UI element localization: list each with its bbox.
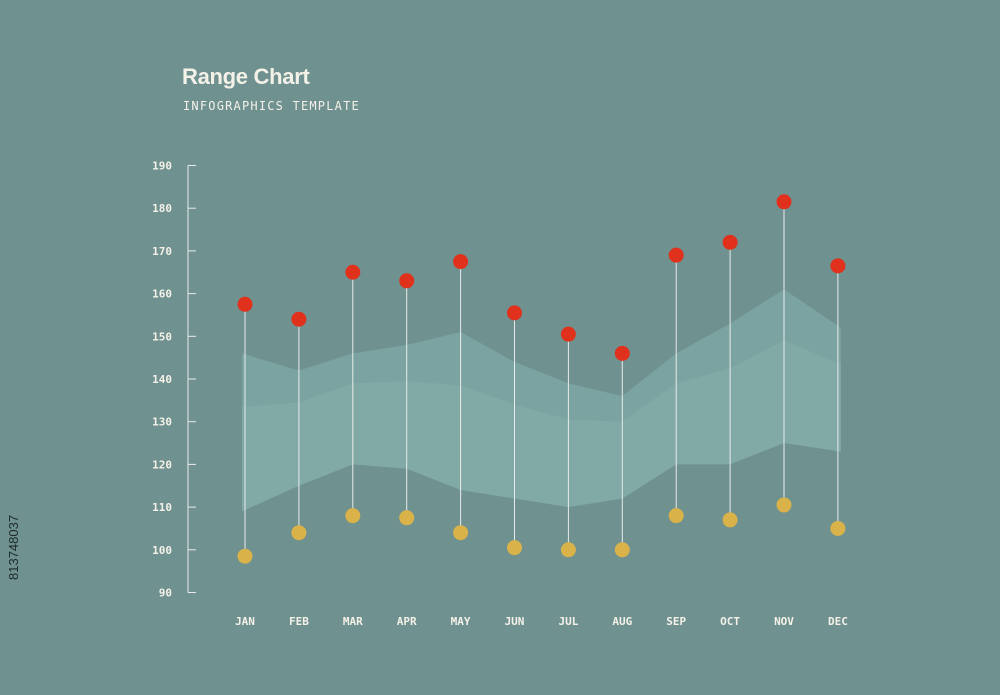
high-marker [830,258,846,274]
y-axis: 90 100 110 120 130 140 150 160 170 180 190 [152,160,196,600]
y-tick-label: 110 [152,501,172,514]
x-category-label: DEC [828,615,848,628]
chart-subtitle: INFOGRAPHICS TEMPLATE [183,99,360,113]
low-marker [614,542,630,558]
range-markers [237,194,846,564]
low-marker [776,497,792,513]
y-tick-label: 170 [152,245,172,258]
y-tick-label: 150 [152,330,172,343]
range-lines [244,201,839,557]
high-marker [399,273,415,289]
x-category-label: MAY [451,615,471,628]
x-category-label: FEB [289,615,309,628]
y-tick-label: 100 [152,544,172,557]
high-marker [291,311,307,327]
y-tick-label: 160 [152,288,172,301]
x-category-label: JUL [558,615,578,628]
x-category-label: JAN [235,615,255,628]
low-marker [399,510,415,526]
background-band-layer [242,289,841,512]
y-tick-label: 190 [152,160,172,173]
low-marker [722,512,738,528]
low-marker [507,540,522,556]
x-category-label: MAR [343,615,363,628]
y-tick-label: 180 [152,202,172,215]
band-area-inner [242,340,841,512]
low-marker [668,508,684,524]
x-category-label: OCT [720,615,740,628]
y-tick-label: 90 [159,587,172,600]
high-marker [560,326,576,342]
x-category-label: NOV [774,615,794,628]
high-marker [345,264,361,280]
high-marker [453,254,469,270]
x-category-label: JUN [505,615,525,628]
high-marker [722,234,738,250]
high-marker [668,247,684,263]
high-marker [507,305,522,321]
high-marker [614,345,630,361]
low-marker [560,542,576,558]
y-tick-label: 130 [152,416,172,429]
low-marker [237,548,253,564]
chart-title: Range Chart [182,64,310,89]
y-tick-label: 140 [152,373,172,386]
y-tick-label: 120 [152,458,172,471]
low-marker [345,508,361,524]
low-marker [453,525,469,541]
x-category-label: AUG [612,615,632,628]
low-marker [291,525,307,541]
x-axis-labels: JAN FEB MAR APR MAY JUN JUL AUG SEP OCT NOV DEC [235,615,848,628]
low-marker [830,520,846,536]
x-category-label: APR [397,615,417,628]
high-marker [237,296,253,312]
high-marker [776,194,792,210]
x-category-label: SEP [666,615,686,628]
